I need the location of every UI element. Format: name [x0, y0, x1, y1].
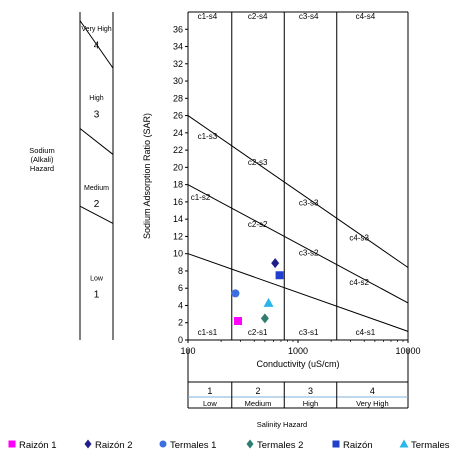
- data-point: [231, 289, 240, 298]
- sar-boundary-line: [187, 115, 409, 268]
- data-point: [275, 271, 284, 280]
- salinity-class-label: Low: [203, 399, 217, 408]
- y-tick-label: 30: [173, 76, 183, 86]
- y-tick-label: 6: [178, 283, 183, 293]
- data-point: [260, 313, 269, 324]
- legend-entry: Raizón 1: [19, 440, 57, 451]
- legend-marker: [246, 439, 254, 449]
- sodium-band-label: Very High: [81, 26, 111, 33]
- sodium-band-label: Low: [90, 275, 104, 282]
- legend-marker: [399, 439, 409, 448]
- legend-marker: [332, 440, 340, 448]
- salinity-class-number: 1: [207, 386, 212, 396]
- salinity-class-number: 3: [308, 386, 313, 396]
- sar-boundary-line: [187, 184, 409, 304]
- zone-label: c1-s3: [198, 132, 218, 141]
- sodium-band-number: 3: [94, 109, 100, 120]
- sodium-band-label: Medium: [84, 185, 109, 192]
- y-tick-label: 12: [173, 231, 183, 241]
- zone-label: c4-s2: [349, 278, 369, 287]
- sar-boundary-line: [187, 253, 409, 332]
- legend-entry: Termales 1: [170, 440, 216, 451]
- y-tick-label: 4: [178, 300, 183, 310]
- zone-label: c4-s4: [356, 12, 376, 21]
- y-tick-label: 10: [173, 249, 183, 259]
- zone-label: c1-s4: [198, 12, 218, 21]
- y-tick-label: 20: [173, 162, 183, 172]
- legend-entry: Raizón 2: [95, 440, 133, 451]
- data-point: [263, 297, 274, 307]
- zone-label: c2-s1: [248, 328, 268, 337]
- y-tick-label: 16: [173, 197, 183, 207]
- data-point: [271, 258, 280, 269]
- y-tick-label: 14: [173, 214, 183, 224]
- zone-label: c3-s1: [299, 328, 319, 337]
- sodium-band-divider: [79, 128, 114, 155]
- salinity-hazard-title: Salinity Hazard: [257, 420, 307, 429]
- data-point: [234, 317, 243, 326]
- x-axis-label: Conductivity (uS/cm): [256, 359, 339, 369]
- y-tick-label: 26: [173, 111, 183, 121]
- salinity-class-number: 2: [256, 386, 261, 396]
- y-tick-label: 32: [173, 59, 183, 69]
- zone-label: c1-s2: [191, 193, 211, 202]
- y-tick-label: 34: [173, 42, 183, 52]
- y-tick-label: 22: [173, 145, 183, 155]
- salinity-class-number: 4: [370, 386, 375, 396]
- legend-marker: [84, 439, 92, 449]
- y-tick-label: 28: [173, 93, 183, 103]
- salinity-class-label: High: [303, 399, 318, 408]
- sodium-band-label: High: [89, 95, 104, 102]
- zone-label: c2-s2: [248, 220, 268, 229]
- zone-label: c2-s4: [248, 12, 268, 21]
- legend-marker: [159, 440, 167, 448]
- legend-marker: [8, 440, 16, 448]
- salinity-hazard-panel: 1 Low 2 Medium 3 High 4 Very High Salinity Hazar…: [187, 349, 409, 429]
- zone-label: c4-s3: [349, 234, 369, 243]
- y-tick-label: 2: [178, 318, 183, 328]
- zone-label: c2-s3: [248, 158, 268, 167]
- legend-entry: Termales 2: [257, 440, 303, 451]
- x-tick-label: 1000: [288, 346, 308, 356]
- salinity-class-label: Very High: [356, 399, 389, 408]
- y-tick-label: 0: [178, 335, 183, 345]
- y-tick-label: 8: [178, 266, 183, 276]
- legend: Raizón 1 Raizón 2 Termales 1 Termales 2 Raiz…: [8, 439, 450, 451]
- sodium-hazard-title-line: Hazard: [30, 164, 54, 173]
- sodium-band-number: 4: [94, 40, 100, 51]
- sodium-band-number: 2: [94, 199, 100, 210]
- legend-entry: Termales: [411, 440, 450, 451]
- sodium-hazard-title-line: (Alkali): [31, 155, 54, 164]
- y-tick-label: 18: [173, 180, 183, 190]
- zone-label: c4-s1: [356, 328, 376, 337]
- sodium-hazard-title: Sodium(Alkali)Hazard: [29, 146, 54, 173]
- sodium-band-divider: [79, 205, 114, 224]
- sodium-band-divider: [79, 20, 114, 69]
- zone-label: c1-s1: [198, 328, 218, 337]
- sodium-hazard-title-line: Sodium: [29, 146, 54, 155]
- legend-entry: Raizón: [343, 440, 373, 451]
- salinity-class-label: Medium: [245, 399, 272, 408]
- zone-label: c3-s4: [299, 12, 319, 21]
- zone-label: c3-s2: [299, 248, 319, 257]
- sodium-band-number: 1: [94, 290, 100, 301]
- y-tick-label: 36: [173, 24, 183, 34]
- y-axis-label: Sodium Adsorption Ratio (SAR): [142, 113, 152, 239]
- zone-label: c3-s3: [299, 198, 319, 207]
- y-tick-label: 24: [173, 128, 183, 138]
- sodium-hazard-panel: Very High 4 High 3 Medium 2 Low 1: [79, 12, 114, 340]
